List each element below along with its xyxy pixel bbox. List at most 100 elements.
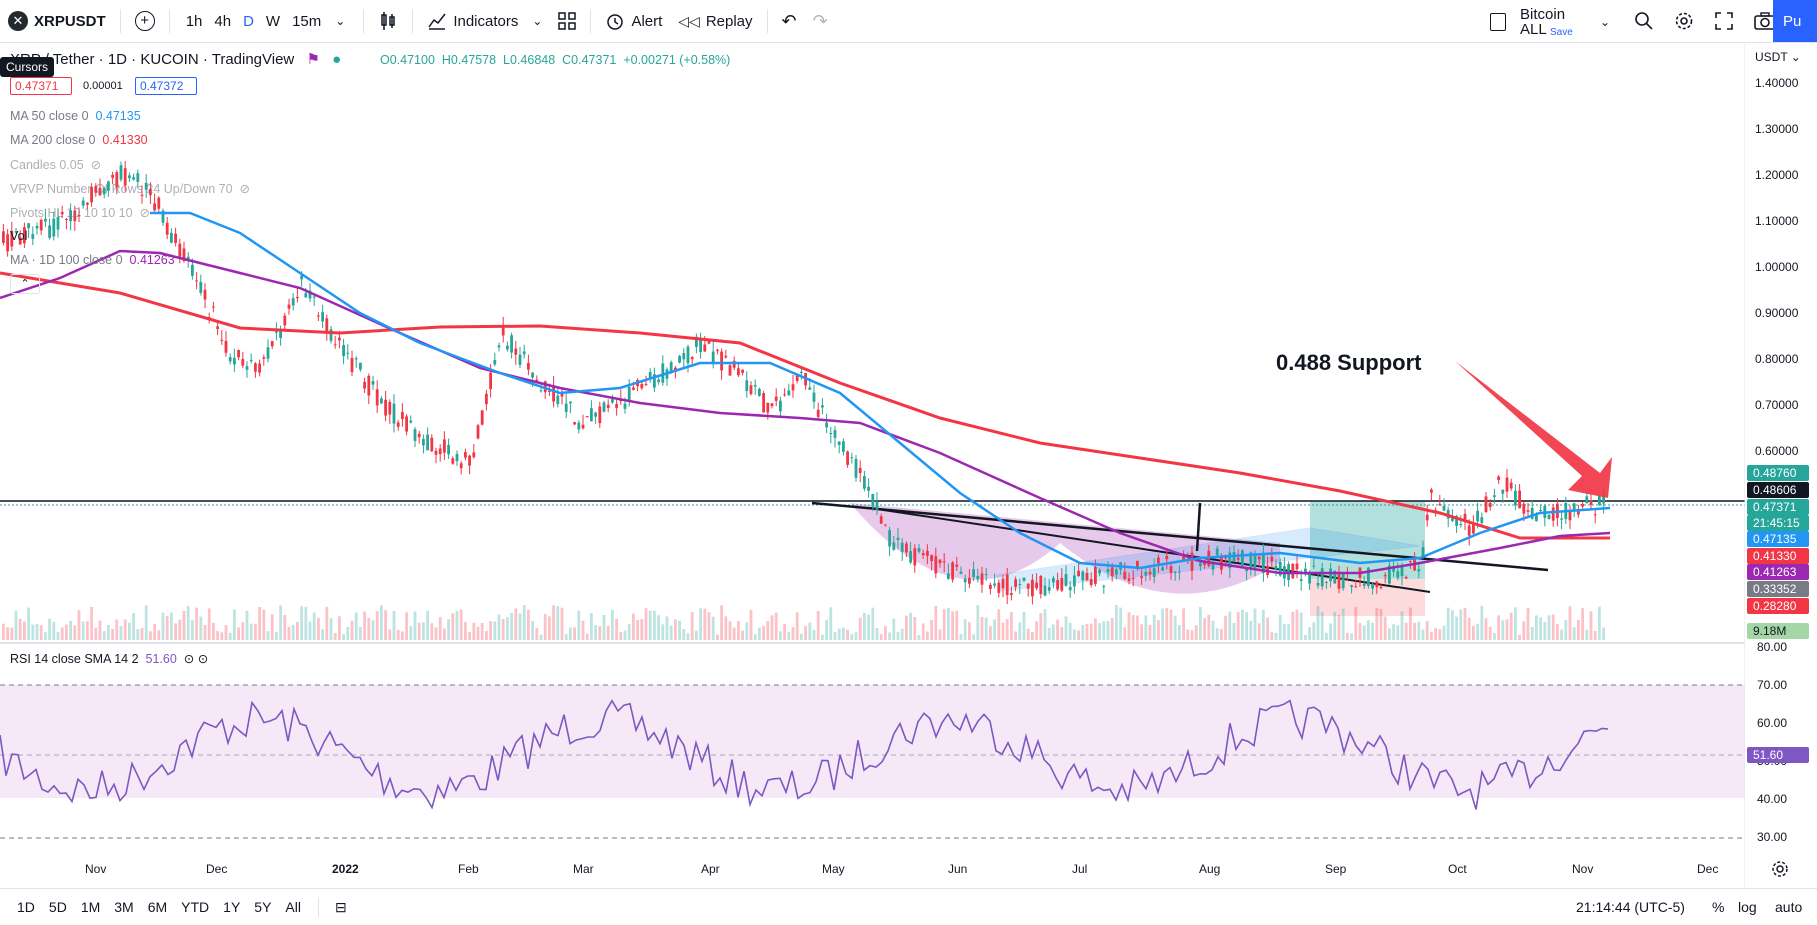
candle-body [346,352,350,354]
volume-bar [1493,633,1496,640]
legend-ma100[interactable]: MA · 1D 100 close 0 0.41263 [10,253,175,267]
candle-body [199,281,203,293]
candle-body [1052,578,1055,583]
divider [363,9,365,33]
search-icon[interactable] [1634,11,1654,31]
range-1d[interactable]: 1D [17,899,35,915]
candle-body [980,573,984,585]
compare-button[interactable]: + [127,0,163,42]
volume-bar [52,621,56,640]
volume-bar [1312,622,1316,640]
candle-body [543,381,547,393]
candle-body [535,379,539,383]
replay-button[interactable]: ◁◁ Replay [670,0,760,42]
collapse-legend-button[interactable]: ⌃ [10,274,40,294]
hidden-eye-icon[interactable]: ⊘ [90,158,102,172]
candle-body [216,326,219,330]
auto-toggle[interactable]: auto [1775,899,1803,915]
flag-icon[interactable]: ⚑ [306,51,320,68]
alert-label: Alert [631,12,663,30]
volume-bar [1299,612,1303,640]
candle-body [590,408,593,422]
candle-body [447,444,450,455]
volume-bar [1463,607,1467,640]
candle-body [1367,567,1370,587]
legend-ma200[interactable]: MA 200 close 0 0.41330 [10,133,148,147]
range-1m[interactable]: 1M [80,899,101,915]
range-1y[interactable]: 1Y [223,899,241,915]
candle-body [56,217,60,230]
timeframe-w[interactable]: W [265,12,281,30]
price-chart[interactable] [0,43,1745,888]
candle-body [1518,490,1521,509]
candle-body [1199,562,1202,567]
chevron-down-icon[interactable]: ⌄ [1599,15,1610,29]
candle-body [518,354,522,365]
range-5y[interactable]: 5Y [254,899,272,915]
volume-bar [1484,618,1488,640]
volume-bar [144,605,148,640]
volume-bar [1270,632,1274,640]
range-ytd[interactable]: YTD [181,899,210,915]
candle-body [1463,513,1467,521]
volume-bar [128,622,131,640]
volume-bar [590,613,593,640]
candle-body [413,429,417,441]
date-range-icon[interactable]: ⊟ [334,898,347,915]
legend-pivots[interactable]: Pivots HL 10 10 10 10 ⊘ [10,205,150,220]
publish-button[interactable]: Pu [1773,0,1817,42]
candle-body [304,293,308,298]
layout-selector[interactable]: Bitcoin ALL Save ⌄ [1490,6,1610,38]
volume-bar [6,627,9,640]
redo-button[interactable]: ↷ [805,0,836,42]
chevron-down-icon[interactable]: ⌄ [335,14,346,28]
rsi-band [0,685,1745,798]
volume-bar [808,622,812,640]
layout-save[interactable]: Save [1550,27,1573,38]
volume-bar [245,610,249,640]
range-all[interactable]: All [285,899,301,915]
legend-ma50[interactable]: MA 50 close 0 0.47135 [10,109,141,123]
legend-vrvp[interactable]: VRVP Number Of Rows 24 Up/Down 70 ⊘ [10,181,250,196]
hidden-eye-icon[interactable]: ⊘ [139,206,150,220]
legend-candles[interactable]: Candles 0.05 ⊘ [10,157,101,172]
sell-button[interactable]: 0.47371 [10,77,72,95]
volume-bar [1333,611,1337,640]
percent-toggle[interactable]: % [1712,899,1725,915]
range-3m[interactable]: 3M [114,899,134,915]
gear-icon[interactable] [1771,860,1789,878]
log-toggle[interactable]: log [1738,899,1757,915]
volume-bar [1157,620,1160,640]
legend-vol[interactable]: Vol [10,229,27,243]
alert-button[interactable]: Alert [597,0,670,42]
close-value: C0.47371 [562,53,617,67]
timeframe-4h[interactable]: 4h [214,12,232,30]
volume-bar [1467,617,1471,640]
symbol-search[interactable]: ✕ XRPUSDT [0,0,114,42]
undo-button[interactable]: ↶ [774,0,805,42]
volume-bar [270,614,274,640]
candle-body [317,315,320,317]
source-icon[interactable]: ⊙ [197,652,209,666]
price-tick: 1.40000 [1755,76,1799,90]
candle-body [1182,553,1185,561]
settings-icon[interactable]: ⊙ [183,652,195,666]
timeframe-1h[interactable]: 1h [185,12,203,30]
volume-bar [699,608,702,640]
range-6m[interactable]: 6M [147,899,168,915]
indicators-button[interactable]: Indicators ⌄ [419,0,550,42]
hidden-eye-icon[interactable]: ⊘ [239,182,250,196]
candle-body [455,453,459,462]
buy-button[interactable]: 0.47372 [135,77,197,95]
chart-type-button[interactable] [370,0,406,42]
gear-icon[interactable] [1674,11,1694,31]
range-5d[interactable]: 5D [48,899,67,915]
chevron-down-icon[interactable]: ⌄ [532,14,543,28]
fullscreen-icon[interactable] [1714,11,1734,31]
templates-button[interactable] [550,0,584,42]
volume-bar [745,622,749,640]
currency-selector[interactable]: USDT ⌄ [1755,50,1801,64]
rsi-legend[interactable]: RSI 14 close SMA 14 2 51.60 ⊙ ⊙ [10,651,208,666]
timeframe-15m[interactable]: 15m [292,12,322,30]
timeframe-d[interactable]: D [243,12,254,30]
